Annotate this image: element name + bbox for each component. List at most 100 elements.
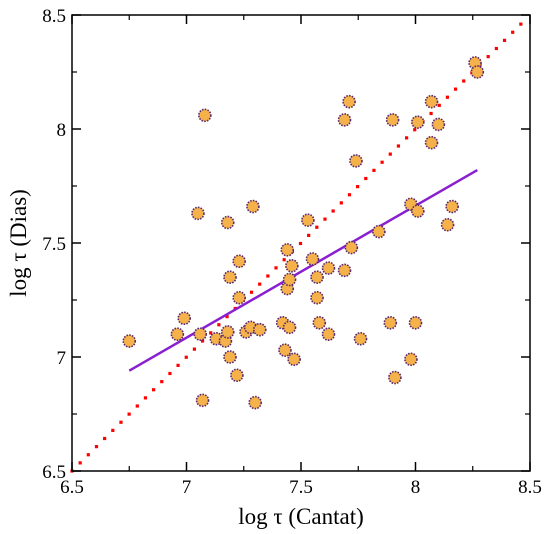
data-point bbox=[388, 370, 402, 385]
identity-line-dot bbox=[413, 128, 417, 132]
data-point bbox=[383, 315, 398, 330]
data-point bbox=[177, 311, 192, 326]
identity-line-dot bbox=[209, 331, 213, 335]
data-point bbox=[282, 320, 297, 335]
y-tick-label: 6.5 bbox=[42, 462, 66, 483]
data-point bbox=[349, 154, 363, 168]
y-tick-label: 8 bbox=[57, 120, 67, 141]
identity-line-dot bbox=[307, 233, 311, 237]
identity-line-dot bbox=[356, 185, 360, 189]
identity-line-dot bbox=[380, 160, 384, 164]
data-point bbox=[122, 334, 137, 348]
data-point bbox=[220, 325, 235, 339]
data-point bbox=[424, 135, 439, 150]
identity-line-dot bbox=[94, 445, 99, 449]
identity-line-dot bbox=[103, 436, 107, 441]
data-point bbox=[424, 94, 439, 109]
identity-line-dot bbox=[135, 404, 139, 408]
identity-line bbox=[70, 22, 523, 473]
identity-line-dot bbox=[176, 363, 180, 367]
data-point bbox=[431, 117, 446, 132]
data-point bbox=[278, 343, 292, 357]
y-axis-ticks: 6.5 7 7.5 8 8.5 bbox=[42, 6, 530, 483]
identity-line-dot bbox=[249, 290, 254, 294]
data-point bbox=[223, 350, 237, 364]
identity-line-dot bbox=[486, 55, 490, 59]
data-point bbox=[285, 258, 299, 273]
identity-line-dot bbox=[86, 453, 90, 457]
data-point bbox=[342, 94, 356, 109]
x-tick-label: 7.5 bbox=[289, 477, 313, 498]
data-point bbox=[310, 290, 324, 305]
data-point bbox=[230, 368, 244, 383]
data-point bbox=[195, 393, 210, 408]
identity-line-dot bbox=[396, 144, 401, 148]
identity-line-dot bbox=[119, 420, 123, 424]
data-point bbox=[337, 113, 352, 127]
identity-line-dot bbox=[266, 274, 270, 278]
data-point bbox=[372, 224, 386, 239]
identity-line-dot bbox=[315, 225, 319, 229]
identity-line-dot bbox=[111, 428, 115, 432]
identity-line-dot bbox=[282, 258, 286, 262]
data-point bbox=[170, 327, 185, 342]
y-axis-title: log τ (Dias) bbox=[6, 189, 31, 297]
data-points bbox=[122, 56, 485, 410]
identity-line-dot bbox=[152, 388, 156, 392]
data-point bbox=[252, 322, 267, 337]
y-tick-label: 7.5 bbox=[42, 234, 66, 255]
data-point bbox=[280, 243, 295, 257]
data-point bbox=[305, 252, 320, 266]
x-axis-title: log τ (Cantat) bbox=[238, 504, 364, 529]
data-point bbox=[408, 315, 423, 330]
identity-line-dot bbox=[258, 282, 262, 286]
identity-line-dot bbox=[453, 87, 458, 91]
data-point bbox=[193, 327, 208, 342]
identity-line-dot bbox=[78, 461, 82, 465]
x-tick-label: 8.5 bbox=[518, 477, 542, 498]
data-point bbox=[282, 272, 297, 287]
identity-line-dot bbox=[127, 412, 131, 416]
identity-line-dot bbox=[274, 266, 278, 270]
data-point bbox=[353, 331, 368, 346]
x-axis-ticks: 6.5 7 7.5 8 8.5 bbox=[60, 15, 542, 498]
identity-line-dot bbox=[143, 396, 148, 400]
identity-line-dot bbox=[160, 380, 164, 384]
identity-line-dot bbox=[404, 136, 409, 140]
identity-line-dot bbox=[372, 168, 376, 172]
data-point bbox=[445, 199, 459, 214]
identity-line-dot bbox=[511, 30, 515, 34]
data-point bbox=[337, 263, 352, 278]
data-point bbox=[248, 395, 262, 410]
data-point bbox=[232, 290, 246, 305]
x-tick-label: 7 bbox=[182, 477, 192, 498]
data-point bbox=[191, 206, 205, 221]
x-tick-label: 6.5 bbox=[60, 477, 84, 498]
data-point bbox=[232, 254, 246, 269]
identity-line-dot bbox=[502, 38, 507, 42]
identity-line-dot bbox=[347, 193, 352, 197]
fit-line bbox=[128, 168, 478, 372]
identity-line-dot bbox=[323, 217, 327, 221]
identity-line-dot bbox=[494, 46, 498, 51]
identity-line-dot bbox=[339, 201, 343, 205]
identity-line-dot bbox=[225, 315, 229, 319]
data-point bbox=[385, 113, 400, 127]
data-point bbox=[246, 199, 260, 214]
data-point bbox=[312, 315, 327, 330]
identity-line-dot bbox=[331, 209, 335, 213]
data-point bbox=[220, 215, 235, 230]
identity-line-dot bbox=[184, 355, 188, 359]
data-point bbox=[198, 108, 212, 123]
data-point bbox=[287, 352, 301, 367]
data-point bbox=[410, 115, 425, 129]
identity-line-dot bbox=[462, 79, 466, 83]
identity-line-dot bbox=[298, 241, 303, 246]
data-point bbox=[223, 270, 237, 285]
identity-line-dot bbox=[168, 371, 172, 376]
data-point bbox=[301, 213, 315, 227]
x-tick-label: 8 bbox=[411, 477, 421, 498]
identity-line-dot bbox=[445, 95, 449, 99]
identity-line-dot bbox=[364, 176, 368, 181]
